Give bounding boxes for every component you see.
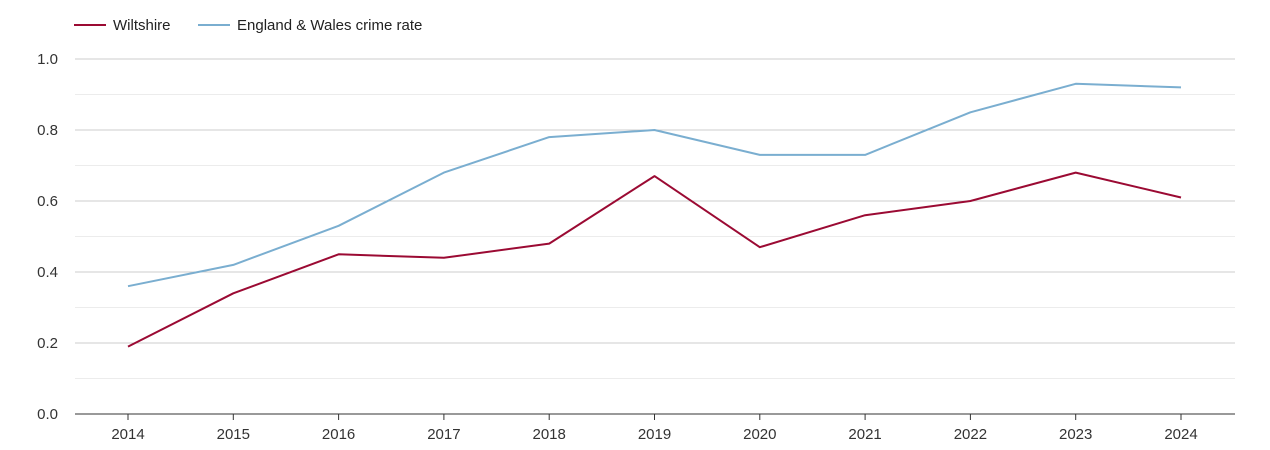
x-tick-label: 2016 bbox=[322, 426, 355, 443]
data-point[interactable] bbox=[862, 212, 868, 218]
data-point[interactable] bbox=[125, 283, 131, 289]
x-tick-label: 2019 bbox=[638, 426, 671, 443]
x-tick-label: 2014 bbox=[111, 426, 144, 443]
data-point[interactable] bbox=[652, 173, 658, 179]
data-point[interactable] bbox=[967, 109, 973, 115]
data-point[interactable] bbox=[1073, 170, 1079, 176]
data-point[interactable] bbox=[1073, 81, 1079, 87]
grid-lines bbox=[75, 58, 1235, 379]
series-line-wiltshire[interactable] bbox=[127, 171, 1182, 348]
data-point[interactable] bbox=[967, 198, 973, 204]
x-tick-label: 2024 bbox=[1164, 426, 1197, 443]
y-tick-label: 1.0 bbox=[37, 51, 58, 68]
legend-item-england-wales[interactable]: England & Wales crime rate bbox=[198, 17, 422, 34]
data-point[interactable] bbox=[336, 251, 342, 257]
data-point[interactable] bbox=[546, 134, 552, 140]
legend-label-wiltshire: Wiltshire bbox=[113, 17, 171, 34]
y-tick-label: 0.0 bbox=[37, 406, 58, 423]
data-point[interactable] bbox=[652, 127, 658, 133]
y-tick-label: 0.8 bbox=[37, 122, 58, 139]
y-axis: 0.0 0.2 0.4 0.6 0.8 1.0 bbox=[37, 51, 58, 423]
data-point[interactable] bbox=[757, 152, 763, 158]
data-point[interactable] bbox=[336, 223, 342, 229]
x-tick-label: 2017 bbox=[427, 426, 460, 443]
data-point[interactable] bbox=[1178, 194, 1184, 200]
data-point[interactable] bbox=[546, 241, 552, 247]
x-tick-label: 2023 bbox=[1059, 426, 1092, 443]
series-lines bbox=[125, 81, 1184, 350]
data-point[interactable] bbox=[125, 344, 131, 350]
x-tick-label: 2020 bbox=[743, 426, 776, 443]
x-axis: 2014 2015 2016 2017 2018 2019 2020 2021 2022 2023… bbox=[111, 414, 1198, 443]
y-tick-label: 0.2 bbox=[37, 335, 58, 352]
y-tick-label: 0.4 bbox=[37, 264, 58, 281]
series-line-england-wales[interactable] bbox=[127, 82, 1182, 288]
x-tick-label: 2015 bbox=[217, 426, 250, 443]
data-point[interactable] bbox=[862, 152, 868, 158]
legend: Wiltshire England & Wales crime rate bbox=[74, 17, 422, 34]
data-point[interactable] bbox=[230, 262, 236, 268]
data-point[interactable] bbox=[1178, 84, 1184, 90]
legend-item-wiltshire[interactable]: Wiltshire bbox=[74, 17, 171, 34]
y-tick-label: 0.6 bbox=[37, 193, 58, 210]
x-tick-label: 2021 bbox=[848, 426, 881, 443]
data-point[interactable] bbox=[757, 244, 763, 250]
data-point[interactable] bbox=[441, 170, 447, 176]
x-tick-label: 2022 bbox=[954, 426, 987, 443]
data-point[interactable] bbox=[230, 290, 236, 296]
data-point[interactable] bbox=[441, 255, 447, 261]
x-tick-label: 2018 bbox=[533, 426, 566, 443]
legend-label-england-wales: England & Wales crime rate bbox=[237, 17, 422, 34]
